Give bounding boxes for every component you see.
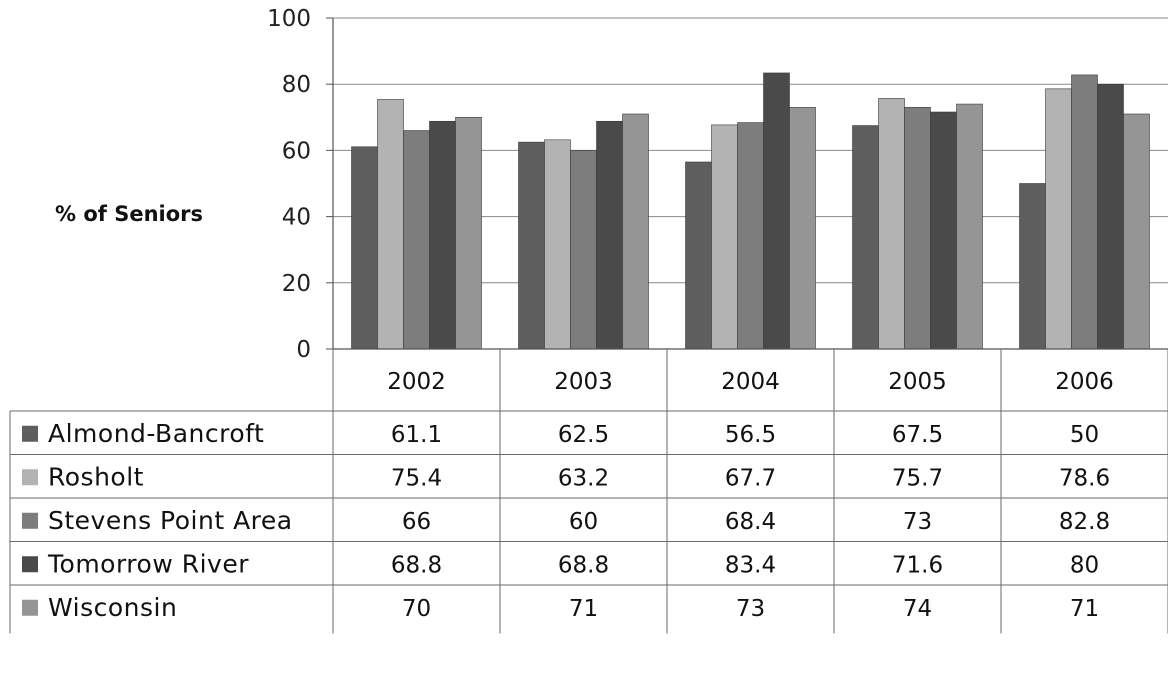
- data-label: 71.6: [892, 552, 943, 578]
- series-name: Almond-Bancroft: [48, 419, 264, 448]
- bar: [1019, 183, 1046, 350]
- data-label: 73: [736, 596, 765, 622]
- data-label: 78.6: [1059, 465, 1110, 491]
- legend-key: [22, 556, 38, 573]
- bar: [930, 111, 957, 350]
- legend-key: [22, 512, 38, 529]
- y-axis-label: % of Seniors: [55, 202, 203, 226]
- x-category-label: 2006: [1055, 369, 1114, 395]
- series-name: Wisconsin: [48, 593, 177, 622]
- x-category-label: 2005: [888, 369, 947, 395]
- data-label: 68.8: [391, 552, 442, 578]
- data-label: 66: [402, 509, 431, 535]
- data-label: 56.5: [725, 422, 776, 448]
- bar: [518, 141, 545, 350]
- data-label: 75.4: [391, 465, 442, 491]
- x-category-label: 2004: [721, 369, 780, 395]
- data-label: 75.7: [892, 465, 943, 491]
- bar: [878, 98, 905, 350]
- bar: [1071, 74, 1098, 350]
- x-category-label: 2002: [387, 369, 446, 395]
- y-tick-label: 60: [282, 138, 311, 164]
- y-tick-label: 40: [282, 205, 311, 231]
- bars: [351, 72, 1150, 350]
- y-tick-label: 0: [296, 337, 311, 363]
- bar: [956, 103, 983, 350]
- data-label: 82.8: [1059, 509, 1110, 535]
- data-label: 60: [569, 509, 598, 535]
- bar: [622, 113, 649, 350]
- data-label: 73: [903, 509, 932, 535]
- bar: [737, 122, 764, 350]
- bar: [429, 120, 456, 350]
- bar: [1045, 88, 1072, 350]
- bar: [1123, 113, 1150, 350]
- bar: [596, 120, 623, 350]
- data-label: 83.4: [725, 552, 776, 578]
- y-tick-label: 100: [267, 6, 311, 32]
- bar: [377, 99, 404, 350]
- bar: [1097, 83, 1124, 350]
- bar: [544, 139, 571, 350]
- bar: [455, 117, 482, 350]
- data-label: 71: [1070, 596, 1099, 622]
- data-label: 63.2: [558, 465, 609, 491]
- bar: [852, 125, 879, 350]
- data-table: 2002 2003 2004 2005 2006 Almond-Bancroft 61.1 6…: [9, 349, 1168, 634]
- bar: [403, 130, 430, 350]
- bar: [685, 161, 712, 350]
- data-label: 68.4: [725, 509, 776, 535]
- series-name: Stevens Point Area: [48, 506, 293, 535]
- bar: [904, 107, 931, 350]
- data-label: 62.5: [558, 422, 609, 448]
- bar: [351, 146, 378, 350]
- bar: [789, 107, 816, 350]
- y-tick-label: 80: [282, 72, 311, 98]
- series-name: Tomorrow River: [47, 549, 249, 578]
- legend-key: [22, 425, 38, 442]
- bar: [570, 150, 597, 350]
- data-label: 50: [1070, 422, 1099, 448]
- bar: [763, 72, 790, 350]
- data-label: 80: [1070, 552, 1099, 578]
- data-label: 71: [569, 596, 598, 622]
- legend-key: [22, 599, 38, 616]
- y-tick-labels: 0 20 40 60 80 100: [267, 6, 311, 363]
- legend-key: [22, 469, 38, 486]
- data-label: 68.8: [558, 552, 609, 578]
- data-label: 67.5: [892, 422, 943, 448]
- y-tick-label: 20: [282, 271, 311, 297]
- data-label: 74: [903, 596, 932, 622]
- data-label: 67.7: [725, 465, 776, 491]
- data-label: 61.1: [391, 422, 442, 448]
- bar: [711, 124, 738, 350]
- data-label: 70: [402, 596, 431, 622]
- axes: [326, 17, 1168, 350]
- x-category-label: 2003: [554, 369, 613, 395]
- series-name: Rosholt: [48, 462, 144, 491]
